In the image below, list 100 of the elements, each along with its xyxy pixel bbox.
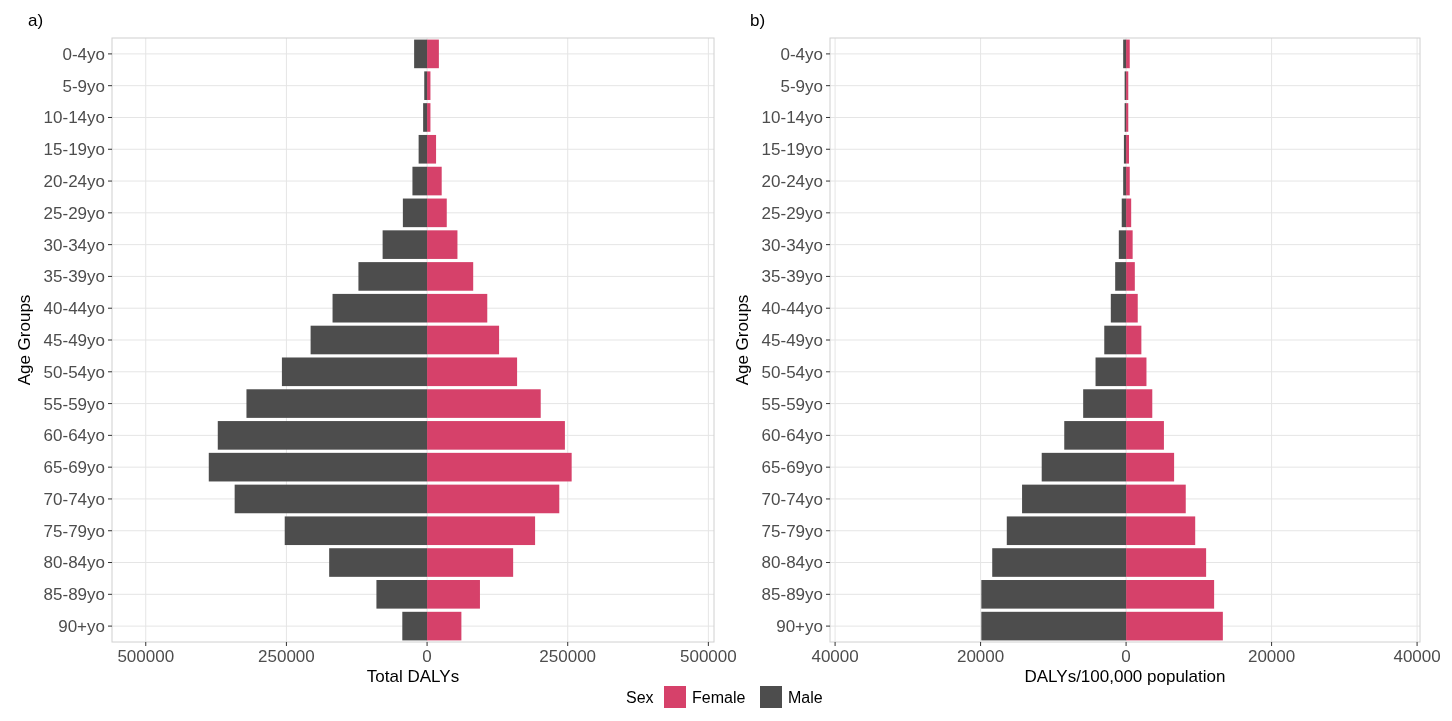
bar (1126, 262, 1135, 291)
bar (427, 293, 488, 323)
bar (1083, 389, 1127, 418)
bar (1126, 389, 1153, 418)
y-tick-label: 90+yo (58, 617, 105, 637)
y-tick-label: 65-69yo (761, 458, 823, 478)
y-axis-title: Age Groups (733, 294, 752, 386)
y-tick-label: 55-59yo (43, 394, 105, 414)
bar (427, 166, 442, 196)
bar (281, 357, 428, 387)
y-axis-title: Age Groups (15, 294, 34, 386)
x-tick-label: 250000 (539, 647, 597, 666)
chart-title: b) (750, 11, 766, 30)
bar (427, 357, 518, 387)
x-tick-label: 40000 (811, 647, 859, 666)
y-tick-label: 15-19yo (761, 140, 823, 160)
y-tick-label: 30-34yo (761, 235, 823, 255)
x-axis-title: DALYs/100,000 population (1024, 667, 1226, 686)
legend-title: Sex (626, 689, 654, 706)
y-tick-label: 75-79yo (761, 521, 823, 541)
bar (208, 452, 428, 482)
bar (1126, 198, 1132, 228)
legend-label: Female (692, 689, 746, 706)
bar (1126, 357, 1147, 387)
bar (427, 484, 560, 514)
bar (427, 580, 480, 609)
bar (423, 103, 428, 132)
y-tick-label: 20-24yo (43, 172, 105, 191)
x-tick-label: 0 (422, 647, 432, 666)
bar (992, 548, 1127, 577)
bar (329, 548, 428, 577)
y-tick-label: 60-64yo (761, 426, 823, 446)
y-tick-label: 70-74yo (43, 489, 105, 509)
y-tick-label: 5-9yo (780, 76, 823, 96)
y-tick-label: 80-84yo (761, 553, 823, 573)
legend-label: Male (788, 689, 823, 706)
x-tick-label: 20000 (956, 647, 1005, 666)
bar (427, 134, 437, 164)
y-tick-label: 5-9yo (62, 76, 105, 96)
bar (427, 389, 541, 418)
bar (412, 166, 428, 196)
bar (427, 103, 431, 132)
x-axis-title: Total DALYs (366, 667, 460, 686)
bar (1126, 611, 1223, 641)
y-tick-label: 15-19yo (43, 140, 105, 160)
chart-title: a) (28, 11, 44, 30)
y-tick-label: 20-24yo (761, 172, 823, 191)
bar (1115, 262, 1127, 291)
y-tick-label: 50-54yo (43, 362, 105, 382)
y-tick-label: 45-49yo (761, 330, 823, 350)
y-tick-label: 10-14yo (43, 108, 105, 128)
bar (1126, 421, 1164, 450)
y-tick-label: 70-74yo (761, 489, 823, 509)
bar (1041, 452, 1127, 482)
bar (1126, 230, 1133, 259)
y-tick-label: 65-69yo (43, 458, 105, 478)
y-tick-label: 90+yo (776, 617, 823, 637)
bar (1126, 516, 1196, 546)
bar (427, 262, 474, 291)
bar (1126, 325, 1142, 355)
x-tick-label: 0 (1121, 647, 1131, 666)
y-tick-label: 30-34yo (43, 235, 105, 255)
bar (981, 611, 1127, 641)
y-tick-label: 40-44yo (761, 299, 823, 319)
y-tick-label: 40-44yo (43, 299, 105, 319)
y-tick-label: 80-84yo (43, 553, 105, 573)
y-tick-label: 55-59yo (761, 394, 823, 414)
y-tick-label: 45-49yo (43, 330, 105, 350)
bar (418, 134, 428, 164)
bar (1095, 357, 1127, 387)
bar (981, 580, 1127, 609)
bar (382, 230, 428, 259)
bar (1064, 421, 1127, 450)
bar (217, 421, 428, 450)
bar (234, 484, 428, 514)
x-tick-label: 250000 (258, 647, 315, 666)
bar (1006, 516, 1127, 546)
bar (358, 262, 428, 291)
bar (414, 39, 428, 69)
bar (1104, 325, 1127, 355)
bar (332, 293, 428, 323)
bar (427, 452, 572, 482)
y-tick-label: 35-39yo (43, 267, 105, 287)
bar (427, 611, 462, 641)
y-tick-label: 25-29yo (43, 203, 105, 223)
x-tick-label: 500000 (117, 647, 175, 666)
bar (427, 548, 514, 577)
y-tick-label: 25-29yo (761, 203, 823, 223)
bar (376, 580, 428, 609)
bar (1126, 548, 1207, 577)
bar (1126, 452, 1175, 482)
y-tick-label: 10-14yo (761, 108, 823, 128)
bar (1126, 580, 1215, 609)
y-tick-label: 0-4yo (62, 44, 105, 64)
y-tick-label: 85-89yo (43, 585, 105, 605)
x-tick-label: 40000 (1393, 647, 1441, 666)
bar (427, 421, 565, 450)
bar (246, 389, 428, 418)
bar (427, 516, 536, 546)
y-tick-label: 50-54yo (761, 362, 823, 382)
